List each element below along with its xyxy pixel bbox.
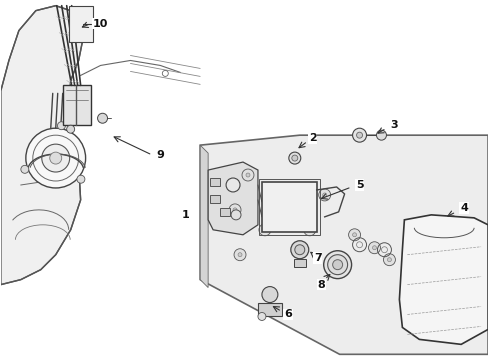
Circle shape (322, 193, 326, 197)
Text: 2: 2 (308, 133, 316, 143)
Circle shape (383, 254, 395, 266)
Bar (210, 178, 220, 186)
Bar (68, 6, 92, 41)
Text: 7: 7 (313, 253, 321, 263)
Circle shape (307, 228, 311, 232)
Bar (220, 208, 229, 216)
Circle shape (303, 224, 315, 236)
Circle shape (263, 228, 266, 232)
Circle shape (57, 122, 65, 130)
Circle shape (230, 210, 241, 220)
Circle shape (332, 260, 342, 270)
Text: 8: 8 (317, 280, 325, 289)
Circle shape (282, 213, 286, 217)
Polygon shape (208, 162, 258, 235)
Circle shape (327, 255, 347, 275)
Circle shape (294, 245, 304, 255)
Bar (210, 195, 220, 203)
Bar (258, 302, 281, 316)
Circle shape (234, 249, 245, 261)
Circle shape (318, 189, 330, 201)
Polygon shape (1, 6, 82, 285)
Circle shape (21, 165, 29, 173)
Bar (293, 259, 305, 267)
Circle shape (262, 287, 277, 302)
Circle shape (225, 178, 240, 192)
Circle shape (291, 155, 297, 161)
Bar (262, 182, 316, 232)
Text: 9: 9 (156, 150, 164, 160)
Circle shape (323, 251, 351, 279)
Circle shape (258, 312, 265, 320)
Circle shape (66, 125, 75, 133)
Circle shape (288, 152, 300, 164)
Text: 6: 6 (284, 310, 291, 319)
Circle shape (26, 128, 85, 188)
Circle shape (356, 132, 362, 138)
Circle shape (352, 128, 366, 142)
Circle shape (368, 242, 380, 254)
Text: 5: 5 (355, 180, 363, 190)
Circle shape (98, 113, 107, 123)
Circle shape (238, 253, 242, 257)
Text: 3: 3 (390, 120, 397, 130)
Circle shape (245, 173, 249, 177)
Circle shape (352, 233, 356, 237)
Circle shape (376, 130, 386, 140)
Circle shape (242, 169, 253, 181)
Circle shape (290, 241, 308, 259)
Text: 1: 1 (181, 210, 189, 220)
Circle shape (77, 175, 85, 183)
Polygon shape (200, 135, 487, 354)
Circle shape (372, 246, 376, 250)
Circle shape (228, 204, 241, 216)
Circle shape (233, 208, 237, 212)
Polygon shape (399, 215, 487, 345)
Circle shape (259, 224, 270, 236)
Bar (259, 179, 319, 235)
Circle shape (50, 152, 61, 164)
Circle shape (278, 209, 290, 221)
Polygon shape (200, 145, 208, 288)
Circle shape (348, 229, 360, 241)
Circle shape (386, 258, 390, 262)
Text: 4: 4 (459, 203, 467, 213)
Text: 10: 10 (93, 19, 108, 28)
Bar (62, 85, 90, 125)
Circle shape (41, 144, 69, 172)
